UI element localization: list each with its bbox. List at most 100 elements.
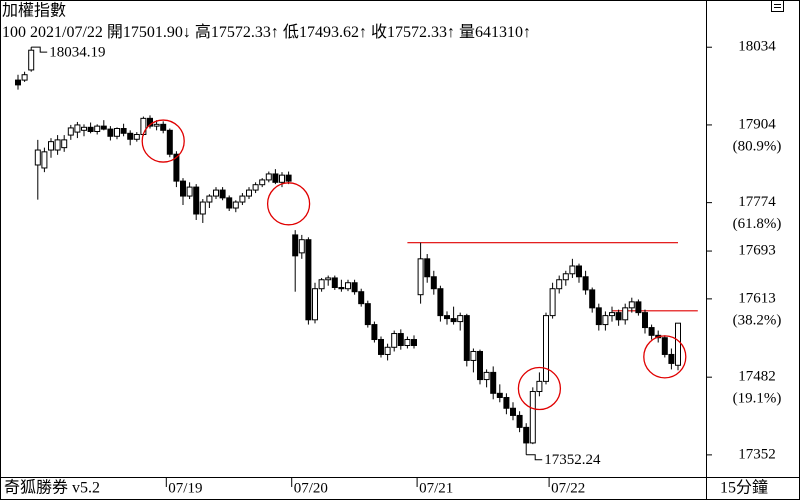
info-value: 17572.33 xyxy=(387,24,447,41)
candle-body xyxy=(404,339,411,346)
candle-body xyxy=(94,125,101,133)
info-value: 17493.62 xyxy=(299,24,359,41)
x-tick-label: 07/21 xyxy=(419,480,453,496)
candle-body xyxy=(259,179,266,186)
candle-body xyxy=(21,74,28,81)
candle-body xyxy=(67,127,74,136)
candle-body xyxy=(490,371,497,394)
highlight-circle xyxy=(141,119,185,163)
info-arrow: ↑ xyxy=(447,24,455,41)
candle-body xyxy=(41,151,48,169)
candle-body xyxy=(239,195,246,203)
candle-body xyxy=(107,128,114,137)
candle-body xyxy=(523,426,530,444)
info-value: 641310 xyxy=(475,24,523,41)
candle-body xyxy=(463,315,470,361)
candle-body xyxy=(529,391,536,444)
candle-body xyxy=(232,201,239,209)
candle-body xyxy=(582,276,589,291)
candle-body xyxy=(219,189,226,199)
candle-body xyxy=(615,312,622,321)
candle-body xyxy=(675,322,681,366)
info-label: 開 xyxy=(107,24,123,41)
candle-body xyxy=(622,307,629,321)
info-arrow: ↑ xyxy=(523,24,531,41)
candle-body xyxy=(331,277,338,289)
info-label: 收 xyxy=(371,23,387,41)
y-tick-label: 18034 xyxy=(738,39,776,55)
info-period: 100 xyxy=(2,24,26,41)
y-tick-label: 17482 xyxy=(738,369,776,385)
fib-label: (19.1%) xyxy=(733,391,782,407)
candle-body xyxy=(595,307,602,326)
candle-body xyxy=(226,197,233,209)
candle-body xyxy=(166,129,173,155)
candle-body xyxy=(364,303,371,326)
candle-body xyxy=(549,288,556,317)
candle-body xyxy=(153,123,160,127)
info-label: 低 xyxy=(283,23,299,41)
candle-body xyxy=(120,128,127,134)
candle-body xyxy=(160,123,167,131)
candle-body xyxy=(457,315,464,323)
extreme-label: 17352.24 xyxy=(544,452,601,468)
info-label: 量 xyxy=(459,24,475,41)
candle-body xyxy=(246,189,252,197)
fib-label: (38.2%) xyxy=(733,312,782,328)
candle-body xyxy=(483,371,490,381)
candle-body xyxy=(199,201,206,215)
candle-body xyxy=(569,265,576,275)
y-tick-label: 17352 xyxy=(738,446,776,462)
candle-body xyxy=(272,173,279,183)
candle-body xyxy=(140,117,147,135)
fib-label: (80.9%) xyxy=(733,138,782,154)
candle-body xyxy=(628,301,635,309)
extreme-label: 18034.19 xyxy=(49,45,105,61)
candle-body xyxy=(642,312,648,329)
icon-box[interactable] xyxy=(771,0,784,12)
info-arrow: ↓ xyxy=(183,24,191,41)
x-tick-label: 07/20 xyxy=(294,480,328,496)
candle-body xyxy=(180,180,186,197)
y-tick-label: 17904 xyxy=(738,116,776,132)
candle-body xyxy=(635,301,642,314)
candle-body xyxy=(48,141,54,151)
info-value: 17501.90 xyxy=(123,24,183,41)
candle-body xyxy=(292,234,299,257)
info-date: 2021/07/22 xyxy=(30,24,103,41)
candle-body xyxy=(54,139,61,151)
fib-label: (61.8%) xyxy=(733,216,782,232)
candle-body xyxy=(298,239,305,254)
candle-body xyxy=(510,407,516,416)
candle-body xyxy=(74,124,81,133)
candle-body xyxy=(576,265,582,278)
chart-title: 加權指數 xyxy=(2,2,66,20)
candle-body xyxy=(351,282,358,293)
candle-body xyxy=(411,339,417,346)
candle-body xyxy=(345,282,351,290)
window-icon[interactable] xyxy=(771,0,784,12)
candle-body xyxy=(602,315,609,326)
info-value: 17572.33 xyxy=(211,24,271,41)
candle-body xyxy=(444,315,450,320)
info-line: 100 2021/07/22 開17501.90↓ 高17572.33↑ 低17493.… xyxy=(2,23,531,41)
candle-body xyxy=(265,173,272,181)
y-tick-label: 17774 xyxy=(738,194,776,210)
candle-body xyxy=(543,315,549,382)
candle-body xyxy=(61,139,68,149)
candle-body xyxy=(384,346,391,355)
candle-body xyxy=(358,291,365,305)
candle-body xyxy=(417,258,424,296)
candle-body xyxy=(371,324,378,341)
candle-body xyxy=(424,258,431,278)
candle-body xyxy=(378,339,384,355)
candle-body xyxy=(397,333,404,346)
interval-label[interactable]: 15分鐘 xyxy=(720,479,768,497)
candle-body xyxy=(34,149,41,166)
candle-body xyxy=(477,350,483,381)
candle-body xyxy=(450,318,457,323)
candle-body xyxy=(87,126,94,133)
candle-body xyxy=(147,117,153,127)
leader-line xyxy=(526,454,543,461)
